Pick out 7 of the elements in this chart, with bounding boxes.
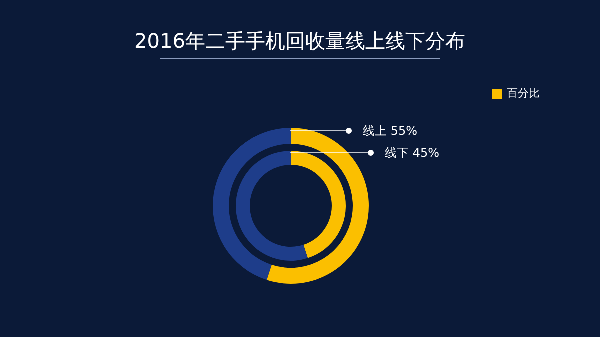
slice-label: 线下 45% [385, 146, 440, 160]
donut-slice [291, 151, 346, 258]
donut-slice [236, 151, 308, 261]
slice-label: 线上 55% [363, 124, 418, 138]
legend-title: 百分比 [507, 86, 540, 101]
chart-title: 2016年二手手机回收量线上线下分布 [134, 28, 466, 55]
donut-slice [213, 128, 291, 280]
